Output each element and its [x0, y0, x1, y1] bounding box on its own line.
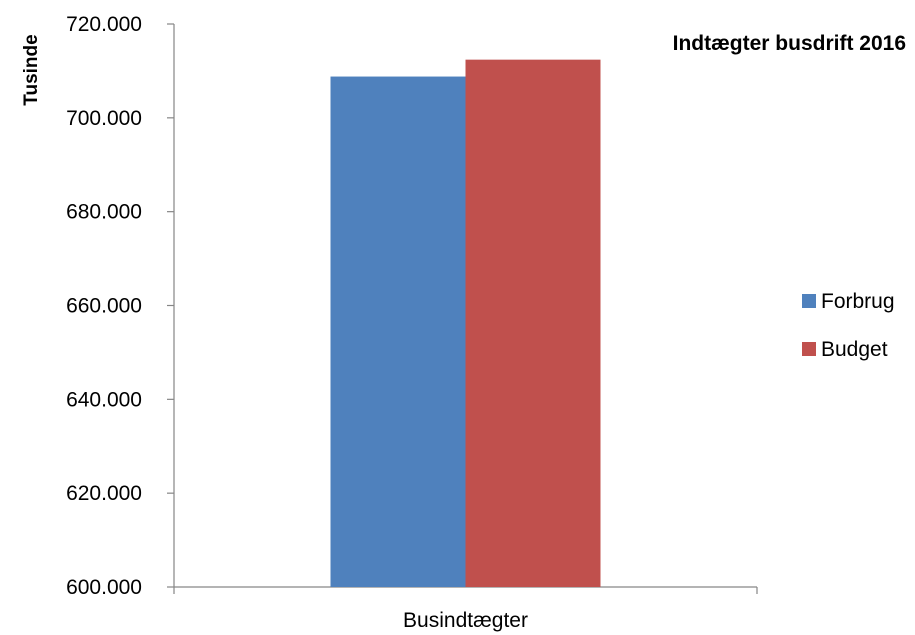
- legend-swatch-budget: [802, 342, 816, 356]
- legend: Forbrug Budget: [802, 290, 895, 361]
- legend-label-forbrug: Forbrug: [821, 290, 895, 313]
- x-category-label: Busindtægter: [403, 609, 528, 632]
- y-tick-label: 640.000: [66, 388, 142, 411]
- y-tick-label: 700.000: [66, 107, 142, 130]
- y-tick-label: 600.000: [66, 576, 142, 599]
- legend-label-budget: Budget: [821, 338, 888, 361]
- legend-swatch-forbrug: [802, 294, 816, 308]
- bar-forbrug: [330, 76, 466, 588]
- plot-area: 600.000 620.000 640.000 660.000 680.000 700.0…: [66, 13, 758, 632]
- y-tick-label: 660.000: [66, 295, 142, 318]
- bar-budget: [465, 59, 601, 587]
- chart-title: Indtægter busdrift 2016: [673, 32, 906, 55]
- y-tick-label: 620.000: [66, 482, 142, 505]
- y-tick-label: 680.000: [66, 201, 142, 224]
- y-axis-title: Tusinde: [21, 34, 42, 105]
- y-tick-label: 720.000: [66, 13, 142, 36]
